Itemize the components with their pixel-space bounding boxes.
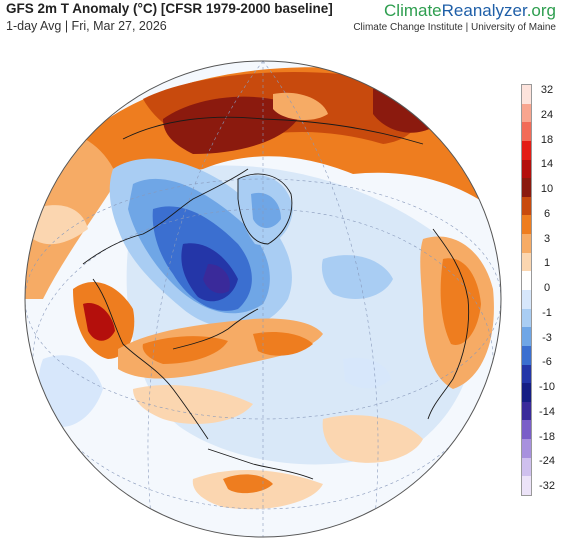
legend-swatch <box>522 103 531 123</box>
legend-swatch <box>522 252 531 272</box>
legend-tick-label: 0 <box>543 282 551 294</box>
legend-swatch <box>522 364 531 384</box>
legend-swatch <box>522 234 531 254</box>
legend-swatch <box>522 420 531 440</box>
legend-swatch <box>522 215 531 235</box>
legend-swatch <box>522 178 531 198</box>
legend-swatch <box>522 476 531 495</box>
globe-anomaly-map <box>24 60 502 538</box>
legend-swatch <box>522 290 531 310</box>
legend-swatch <box>522 85 531 105</box>
logo-text-org: .org <box>526 1 556 20</box>
legend-tick-label: 10 <box>540 183 554 195</box>
institute-credit: Climate Change Institute | University of… <box>353 22 556 33</box>
legend-tick-label: 6 <box>543 207 551 220</box>
map-subtitle: 1-day Avg | Fri, Mar 27, 2026 <box>6 19 167 33</box>
legend-color-bar <box>521 84 532 496</box>
legend-swatch <box>522 271 531 291</box>
legend-tick-label: -3 <box>542 331 552 344</box>
legend-tick-label: 18 <box>540 133 554 146</box>
coastlines <box>82 116 470 480</box>
legend-swatch <box>522 457 531 477</box>
legend-tick-label: -10 <box>539 381 555 393</box>
climate-reanalyzer-logo[interactable]: ClimateReanalyzer.org <box>384 0 556 22</box>
legend-tick-label: 32 <box>540 84 554 96</box>
legend-tick-label: -32 <box>539 480 555 492</box>
map-title: GFS 2m T Anomaly (°C) [CFSR 1979-2000 ba… <box>6 1 333 16</box>
legend-swatch <box>522 401 531 421</box>
legend-tick-label: -14 <box>539 405 555 418</box>
legend-swatch <box>522 308 531 328</box>
legend-tick-label: 14 <box>540 158 554 171</box>
legend-tick-label: -1 <box>542 306 552 319</box>
legend-swatch <box>522 140 531 161</box>
legend-swatch <box>522 439 531 459</box>
logo-text-reanalyzer: Reanalyzer <box>441 1 527 20</box>
logo-text-climate: Climate <box>384 1 442 20</box>
legend-swatch <box>522 159 531 179</box>
legend-swatch <box>522 345 531 366</box>
legend-swatch <box>522 122 531 142</box>
color-legend: 32 24 18 14 10 6 3 1 0 -1 -3 -6 -10 -14 -18 -24 -32 <box>517 84 557 496</box>
legend-tick-label: -18 <box>539 430 555 443</box>
legend-swatch <box>522 196 531 216</box>
legend-tick-label: -6 <box>542 356 552 369</box>
legend-tick-label: 1 <box>543 257 551 270</box>
legend-tick-label: 24 <box>540 108 554 121</box>
legend-swatch <box>522 383 531 403</box>
legend-swatch <box>522 327 531 347</box>
legend-tick-label: -24 <box>539 455 555 468</box>
legend-tick-label: 3 <box>543 232 551 245</box>
